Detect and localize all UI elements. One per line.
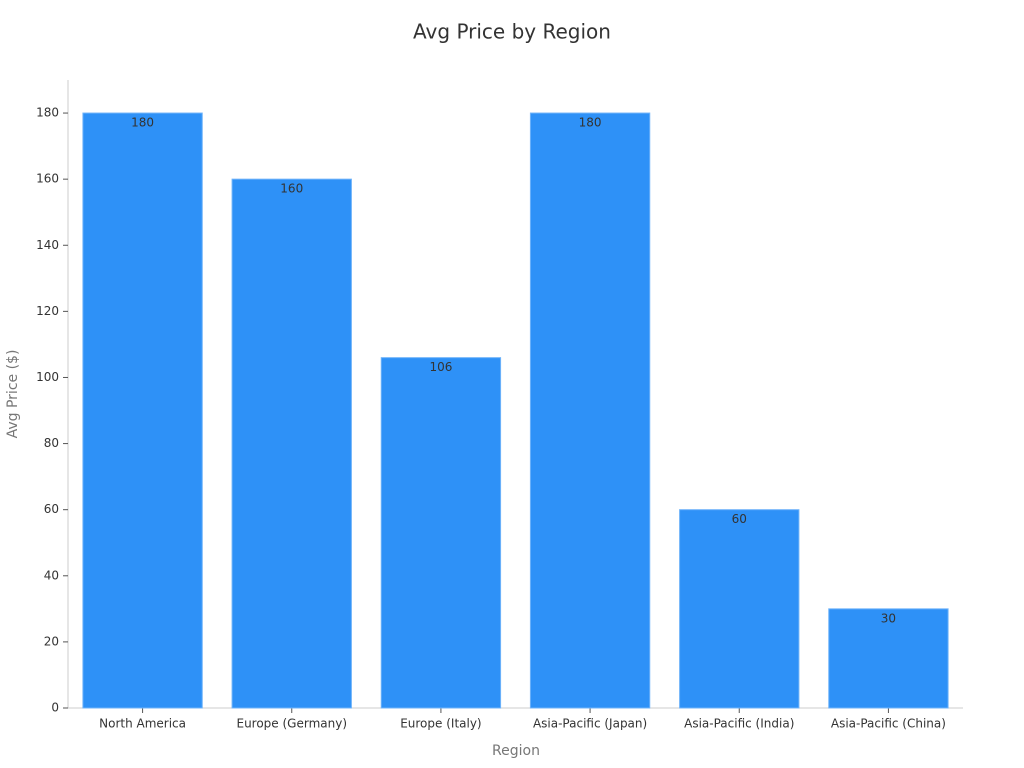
- value-label: 30: [881, 611, 896, 625]
- chart-title: Avg Price by Region: [413, 20, 611, 44]
- y-axis-label: Avg Price ($): [5, 350, 21, 439]
- y-tick-label: 120: [36, 304, 59, 318]
- x-axis-label: Region: [492, 743, 540, 759]
- bar: [679, 509, 800, 709]
- value-label: 60: [732, 512, 747, 526]
- x-tick-label: Asia-Pacific (Japan): [533, 717, 647, 731]
- y-tick-label: 180: [36, 106, 59, 120]
- y-tick-label: 60: [44, 502, 59, 516]
- bar: [529, 112, 651, 709]
- x-tick-label: Europe (Italy): [400, 717, 481, 731]
- value-label: 106: [429, 360, 452, 374]
- y-tick-label: 0: [51, 701, 59, 715]
- x-tick-label: Asia-Pacific (India): [684, 717, 794, 731]
- value-label: 180: [131, 116, 154, 130]
- y-tick-label: 80: [44, 436, 59, 450]
- x-tick-label: Asia-Pacific (China): [831, 717, 946, 731]
- bar: [82, 112, 203, 709]
- value-label: 180: [579, 116, 602, 130]
- x-tick-label: North America: [99, 717, 186, 731]
- bar: [828, 608, 949, 709]
- y-tick-label: 40: [44, 568, 59, 582]
- y-tick-label: 20: [44, 634, 59, 648]
- value-label: 160: [280, 182, 303, 196]
- y-tick-label: 140: [36, 238, 59, 252]
- bar: [380, 357, 502, 709]
- bar: [231, 178, 352, 709]
- x-tick-label: Europe (Germany): [236, 717, 347, 731]
- y-tick-label: 160: [36, 172, 59, 186]
- y-tick-label: 100: [36, 370, 59, 384]
